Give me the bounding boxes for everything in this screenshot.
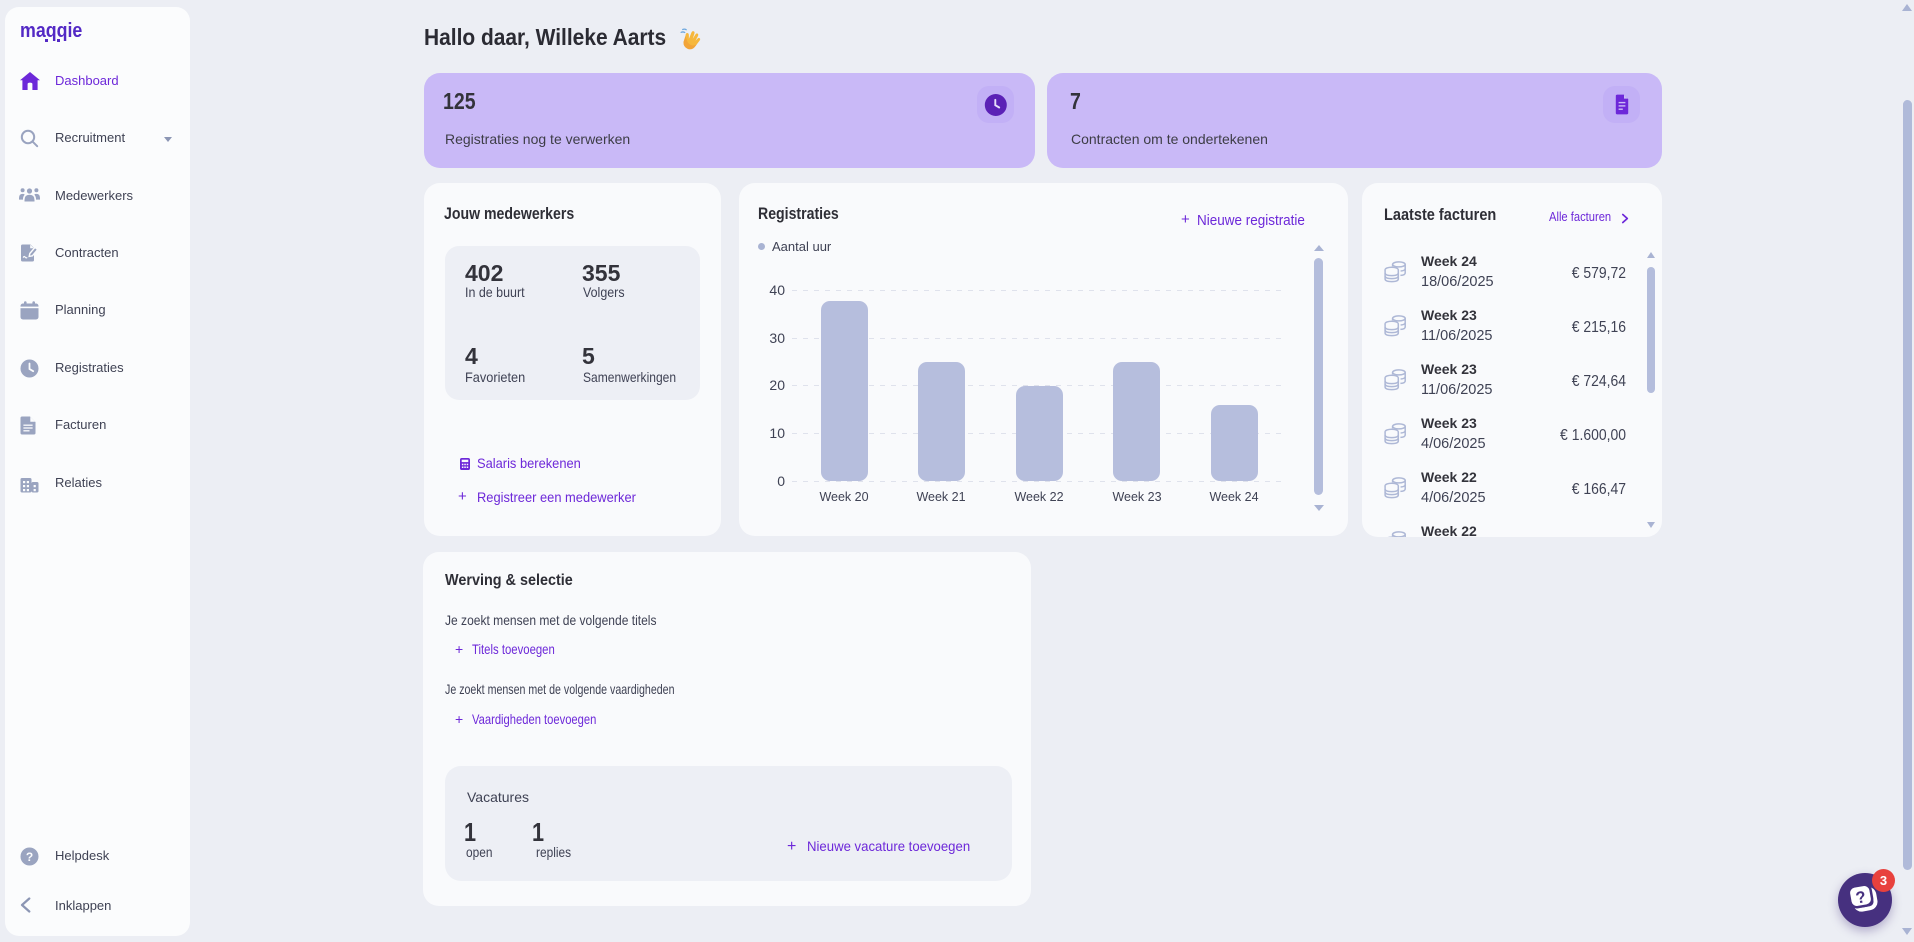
svg-text:?: ? — [26, 850, 33, 864]
svg-text:?: ? — [1854, 888, 1867, 907]
